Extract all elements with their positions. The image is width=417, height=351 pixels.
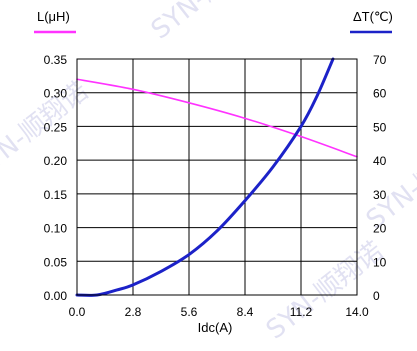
x-axis-ticks: 0.0 2.8 5.6 8.4 11.2 14.0	[69, 305, 369, 319]
y2-tick-label: 40	[373, 154, 387, 168]
x-axis-title: Idc(A)	[198, 320, 233, 335]
grid	[77, 59, 357, 295]
y2-tick-label: 0	[373, 289, 380, 303]
y-tick-label: 0.35	[44, 53, 68, 67]
x-tick-label: 5.6	[181, 305, 198, 319]
y2-tick-label: 60	[373, 87, 387, 101]
y-axis-ticks: 0.00 0.05 0.10 0.15 0.20 0.25 0.30 0.35	[44, 53, 68, 303]
watermark-text: SYN-顺翔诺	[146, 0, 274, 46]
y2-tick-label: 10	[373, 255, 387, 269]
temperature-rise-line	[75, 57, 335, 297]
y2-axis-ticks: 0 10 20 30 40 50 60 70	[373, 53, 387, 303]
y-tick-label: 0.30	[44, 87, 68, 101]
y-tick-label: 0.10	[44, 222, 68, 236]
y2-axis-title: ΔT(℃)	[353, 9, 393, 24]
watermark-text: SYN-顺翔诺	[261, 236, 389, 345]
y-axis-title: L(μH)	[37, 9, 70, 24]
x-tick-label: 14.0	[345, 305, 369, 319]
x-tick-label: 0.0	[69, 305, 86, 319]
y-tick-label: 0.05	[44, 255, 68, 269]
plot-frame	[76, 58, 358, 296]
inductance-line	[76, 78, 358, 158]
y2-tick-label: 50	[373, 120, 387, 134]
y2-tick-label: 20	[373, 222, 387, 236]
x-tick-label: 11.2	[290, 305, 313, 319]
x-tick-label: 8.4	[237, 305, 254, 319]
y-tick-label: 0.20	[44, 154, 68, 168]
y2-tick-label: 70	[373, 53, 387, 67]
series-layer	[75, 57, 358, 297]
y2-tick-label: 30	[373, 188, 387, 202]
y-tick-label: 0.25	[44, 120, 68, 134]
y-tick-label: 0.00	[44, 289, 68, 303]
y-tick-label: 0.15	[44, 188, 68, 202]
watermark-text: SYN-顺翔诺	[361, 126, 417, 235]
x-tick-label: 2.8	[125, 305, 142, 319]
